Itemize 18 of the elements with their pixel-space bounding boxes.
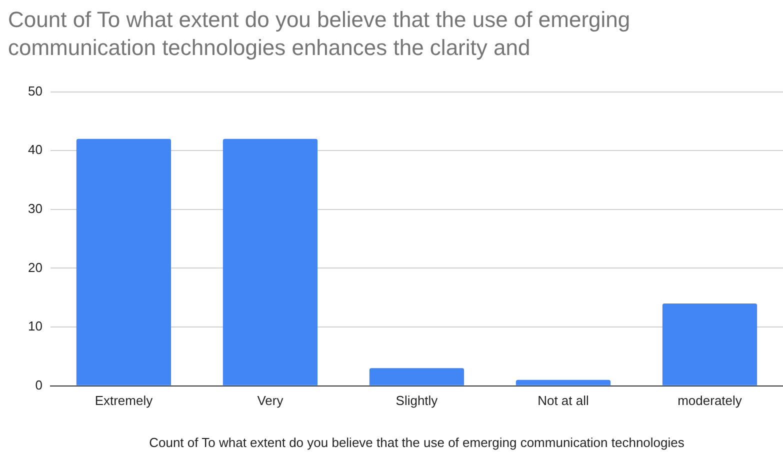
x-axis-title: Count of To what extent do you believe that the use of emerging communication technologies xyxy=(149,434,685,450)
x-tick-label: Not at all xyxy=(538,393,589,408)
bar xyxy=(662,303,758,386)
chart-title: Count of To what extent do you believe that the use of emerging communication technologies enhances the clarity and xyxy=(7,6,632,62)
y-tick-label: 10 xyxy=(28,318,42,334)
y-tick-label: 30 xyxy=(28,200,42,216)
y-tick-label: 40 xyxy=(28,142,42,158)
y-tick-label: 20 xyxy=(28,260,42,275)
x-tick-label: Very xyxy=(257,393,284,408)
bar xyxy=(369,368,464,386)
bar xyxy=(76,138,172,386)
bar xyxy=(516,380,611,386)
y-tick-label: 0 xyxy=(35,377,42,392)
x-tick-label: moderately xyxy=(678,393,742,408)
x-tick-label: Slightly xyxy=(396,393,438,408)
y-tick-label: 50 xyxy=(28,83,42,98)
x-tick-label: Extremely xyxy=(94,393,154,408)
bar xyxy=(222,138,318,386)
